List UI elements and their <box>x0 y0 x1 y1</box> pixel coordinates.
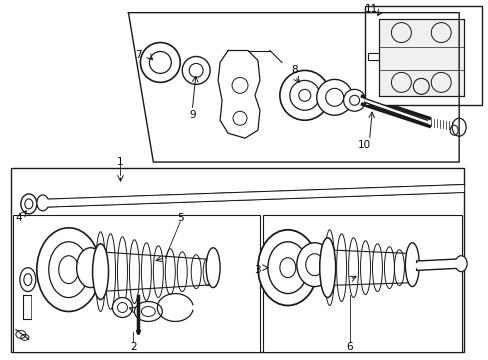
Text: 3: 3 <box>254 265 261 275</box>
Text: 5: 5 <box>177 213 183 223</box>
Bar <box>11 168 463 352</box>
Ellipse shape <box>20 268 36 292</box>
Bar <box>379 19 463 96</box>
Bar <box>364 6 481 105</box>
Ellipse shape <box>319 238 335 298</box>
Text: 9: 9 <box>188 110 195 120</box>
Ellipse shape <box>37 195 49 211</box>
Bar <box>379 19 463 96</box>
Ellipse shape <box>279 71 329 120</box>
Text: 4: 4 <box>16 213 22 223</box>
Text: 1: 1 <box>117 157 123 167</box>
Ellipse shape <box>112 298 132 318</box>
Ellipse shape <box>77 248 104 288</box>
Text: 11: 11 <box>364 4 377 14</box>
Polygon shape <box>416 260 456 270</box>
Ellipse shape <box>92 244 108 300</box>
Ellipse shape <box>296 243 332 287</box>
Ellipse shape <box>37 228 101 311</box>
Text: 6: 6 <box>346 342 352 352</box>
Polygon shape <box>39 185 463 207</box>
Text: 10: 10 <box>357 140 370 150</box>
Ellipse shape <box>258 230 317 306</box>
Ellipse shape <box>206 248 220 288</box>
Text: 7: 7 <box>135 50 142 60</box>
Text: 2: 2 <box>130 342 137 352</box>
Bar <box>263 215 461 352</box>
Ellipse shape <box>405 243 419 287</box>
Ellipse shape <box>134 302 162 321</box>
Ellipse shape <box>316 80 352 115</box>
Polygon shape <box>364 98 427 124</box>
Ellipse shape <box>182 57 210 84</box>
Text: 8: 8 <box>291 66 298 76</box>
Ellipse shape <box>21 194 37 214</box>
Ellipse shape <box>140 42 180 82</box>
Bar <box>13 215 260 352</box>
Ellipse shape <box>451 118 465 136</box>
Ellipse shape <box>343 89 365 111</box>
Ellipse shape <box>454 256 466 272</box>
